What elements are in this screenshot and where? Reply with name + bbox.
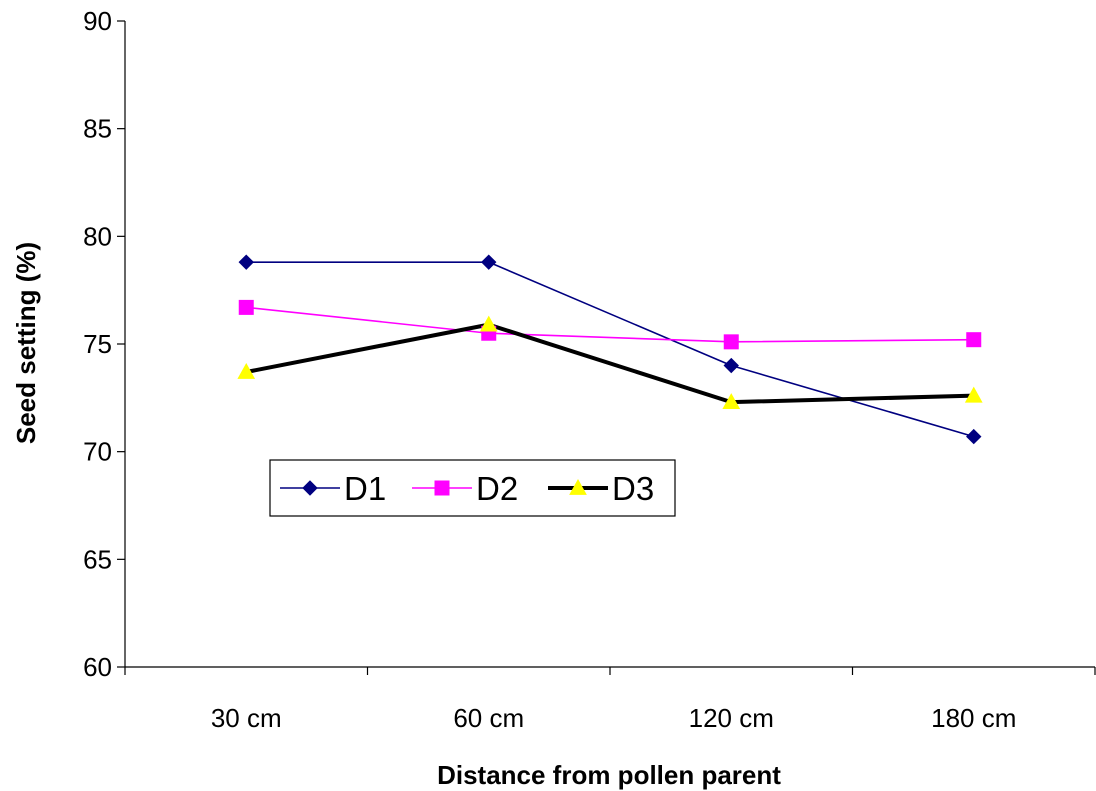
x-tick-labels: 30 cm 60 cm 120 cm 180 cm — [211, 703, 1017, 733]
y-tick-label: 80 — [83, 221, 112, 251]
x-axis-title: Distance from pollen parent — [437, 760, 781, 790]
x-tick-label: 180 cm — [931, 703, 1016, 733]
data-point-d3 — [964, 386, 983, 403]
y-tick-labels: 60 65 70 75 80 85 90 — [83, 6, 112, 682]
y-tick-label: 70 — [83, 437, 112, 467]
series-line-d2 — [246, 306, 974, 343]
data-point-d2 — [723, 334, 739, 350]
x-tick-label: 30 cm — [211, 703, 282, 733]
series-lines — [245, 261, 974, 438]
series-markers — [237, 254, 983, 445]
data-point-d1 — [481, 254, 497, 270]
legend-marker-d1 — [302, 480, 318, 496]
data-point-d3 — [237, 362, 256, 379]
legend-marker-d3 — [569, 478, 587, 495]
series-line-d3 — [245, 322, 974, 405]
data-point-d3 — [479, 315, 498, 332]
y-tick-label: 90 — [83, 6, 112, 36]
data-point-d2 — [966, 332, 982, 348]
y-tick-label: 60 — [83, 652, 112, 682]
y-axis-title: Seed setting (%) — [11, 242, 41, 444]
legend: D1 D2 D3 — [269, 459, 676, 517]
data-point-d1 — [238, 254, 254, 270]
x-tick-label: 120 cm — [689, 703, 774, 733]
data-point-d3 — [722, 393, 741, 410]
data-point-d1 — [723, 357, 739, 374]
legend-label-d2: D2 — [476, 470, 518, 507]
data-point-d1 — [966, 428, 982, 445]
legend-marker-d2 — [434, 480, 450, 496]
data-point-d2 — [238, 299, 254, 315]
y-tick-label: 75 — [83, 329, 112, 359]
legend-label-d3: D3 — [612, 470, 654, 507]
series-line-d1 — [246, 261, 974, 438]
y-tick-label: 85 — [83, 114, 112, 144]
x-tick-label: 60 cm — [453, 703, 524, 733]
axes — [117, 20, 1096, 675]
y-tick-label: 65 — [83, 544, 112, 574]
legend-label-d1: D1 — [344, 470, 386, 507]
